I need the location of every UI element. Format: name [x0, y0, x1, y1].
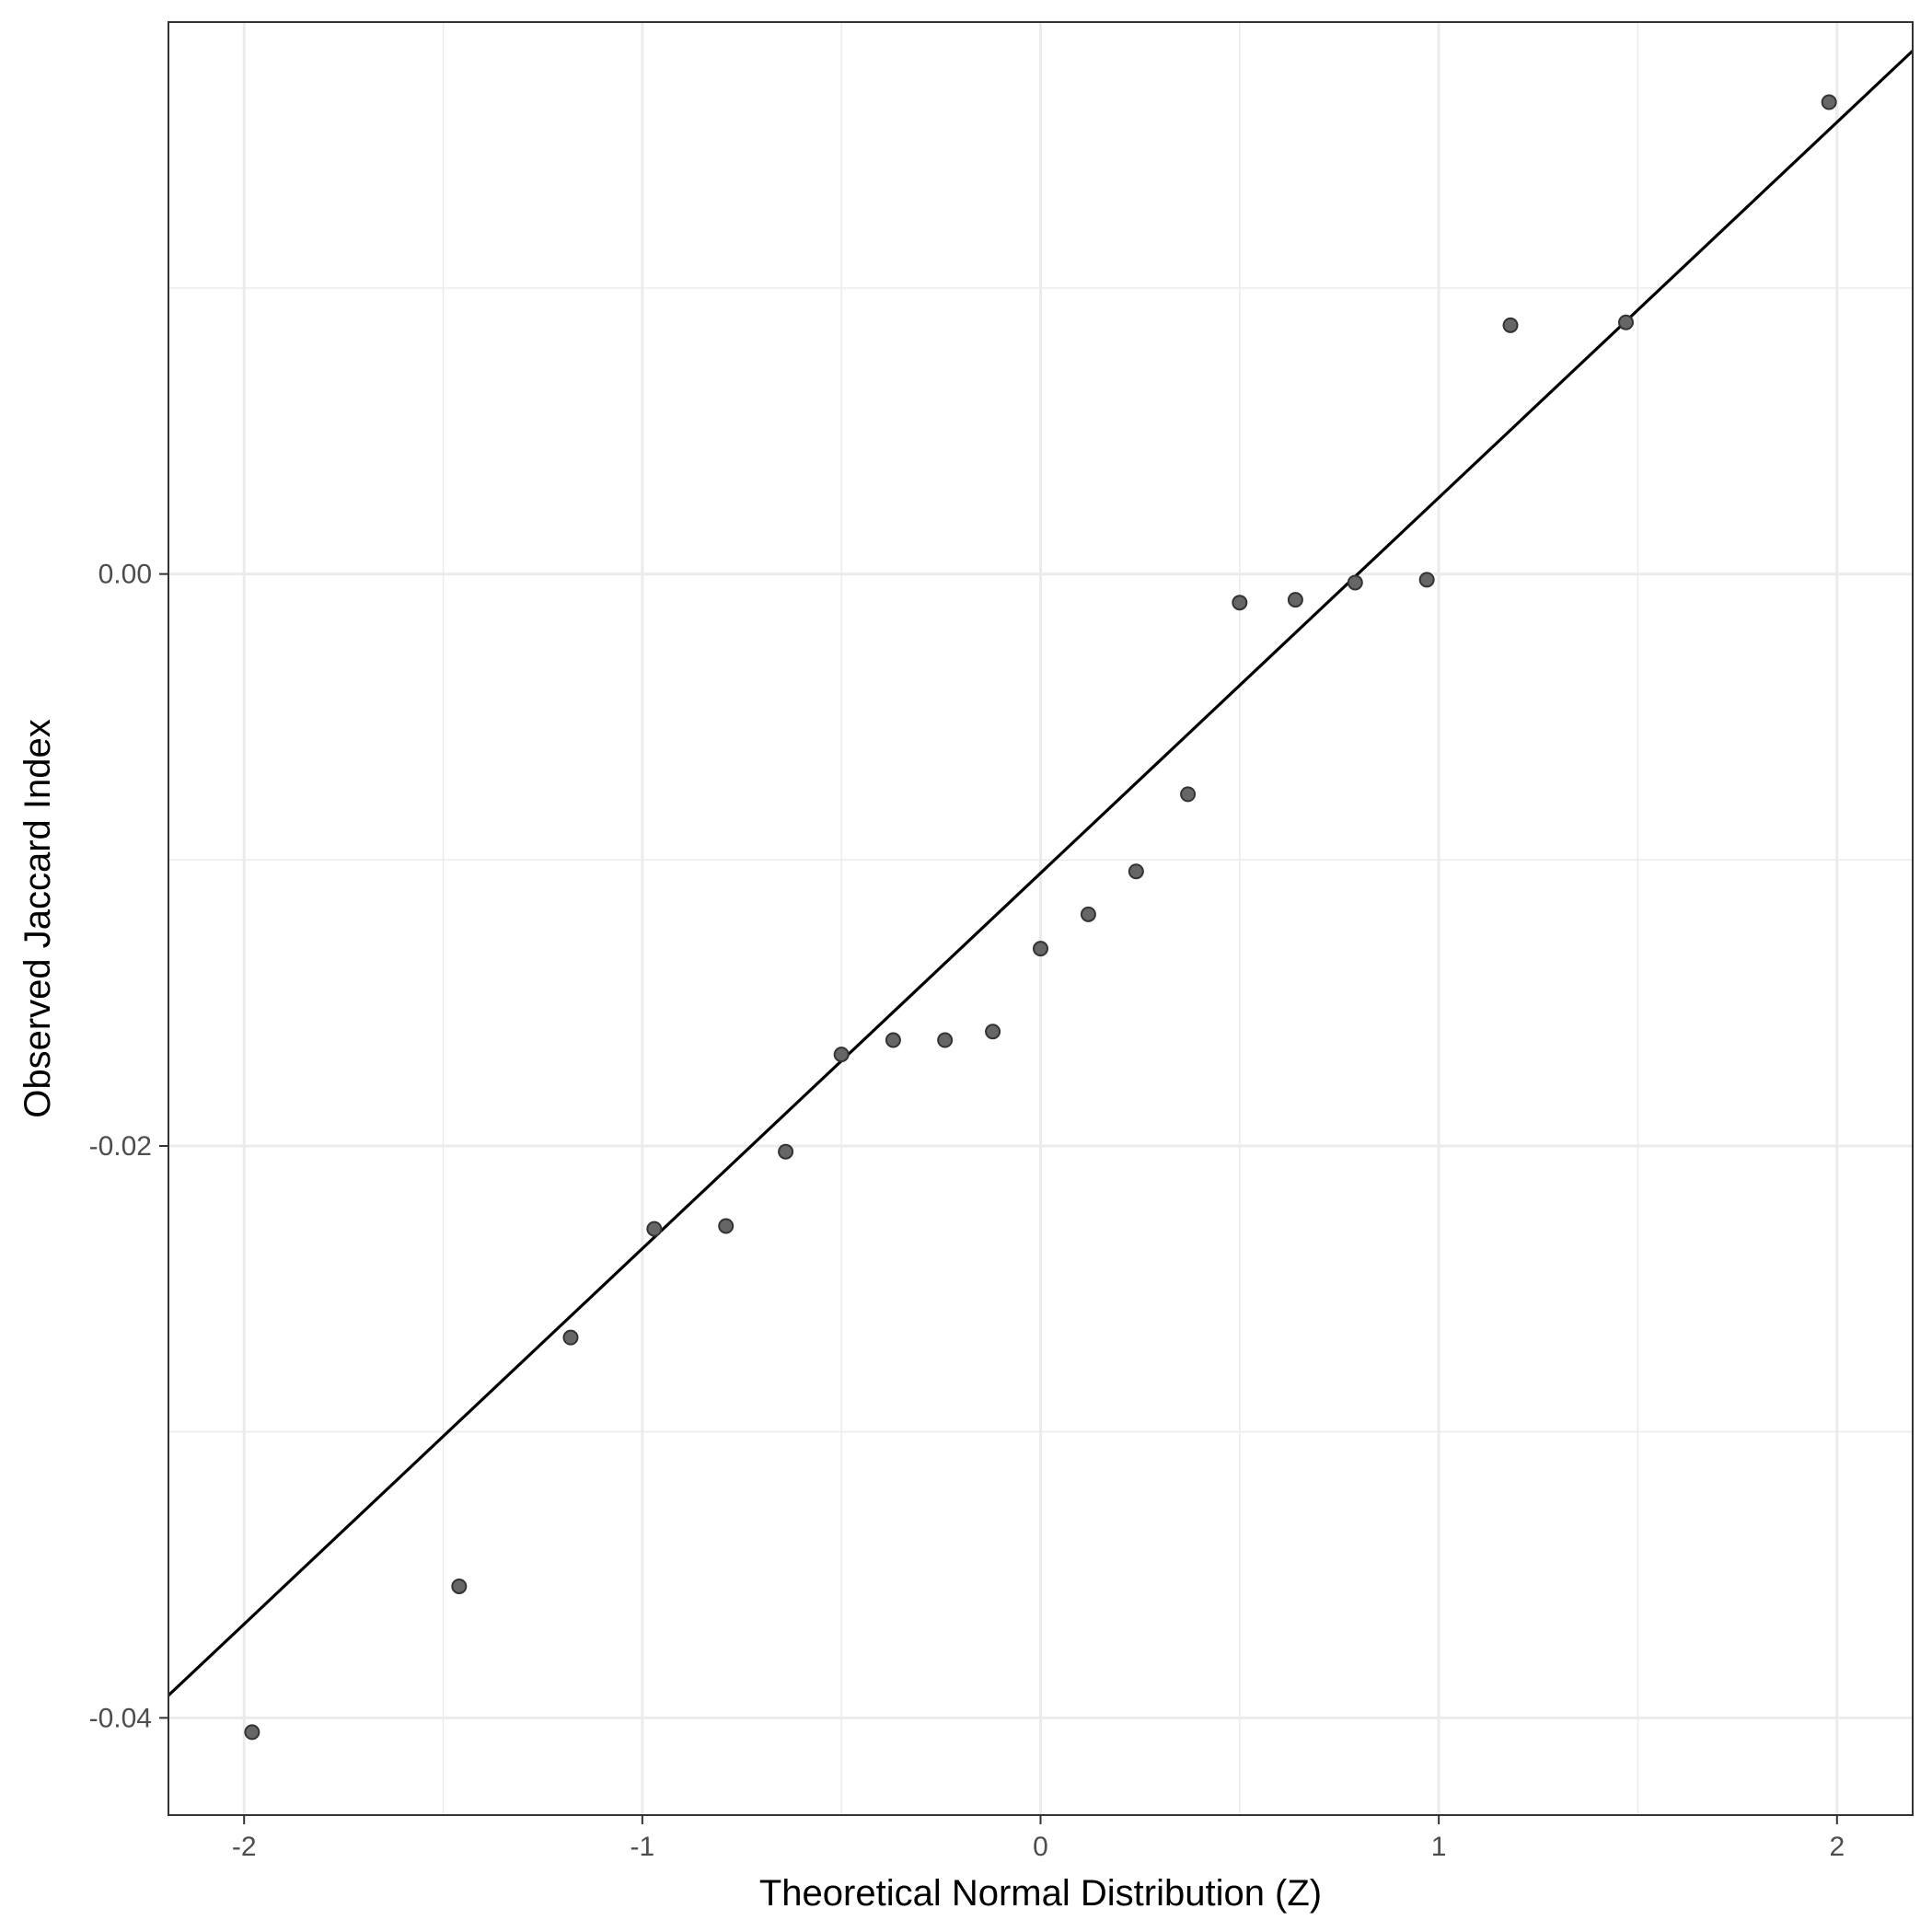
data-point — [718, 1218, 735, 1234]
data-point — [833, 1047, 850, 1063]
data-point — [1180, 786, 1197, 803]
x-tick-label: -2 — [232, 1832, 257, 1862]
data-points — [244, 94, 1837, 1741]
x-axis: -2 -1 0 1 2 — [232, 1815, 1845, 1862]
data-point — [1287, 592, 1303, 608]
data-point — [778, 1143, 794, 1160]
data-point — [1502, 317, 1519, 333]
y-tick-label: -0.02 — [89, 1131, 152, 1162]
x-tick-label: 0 — [1033, 1832, 1048, 1862]
x-tick-label: 1 — [1431, 1832, 1447, 1862]
data-point — [985, 1024, 1001, 1040]
data-point — [562, 1329, 579, 1346]
major-gridlines — [168, 22, 1913, 1815]
y-axis: -0.04 -0.02 0.00 — [89, 560, 168, 1733]
x-tick-label: 2 — [1829, 1832, 1845, 1862]
y-axis-title: Observed Jaccard Index — [17, 719, 58, 1118]
data-point — [1821, 94, 1837, 110]
data-point — [1617, 314, 1634, 330]
data-point — [885, 1032, 901, 1048]
data-point — [1232, 595, 1248, 611]
data-point — [646, 1221, 663, 1237]
data-point — [1033, 941, 1048, 957]
data-point — [937, 1032, 954, 1048]
y-tick-label: -0.04 — [89, 1703, 152, 1733]
x-tick-label: -1 — [631, 1832, 655, 1862]
data-point — [1080, 906, 1096, 922]
data-point — [244, 1724, 260, 1741]
y-tick-label: 0.00 — [98, 560, 152, 590]
data-point — [1418, 572, 1435, 588]
x-axis-title: Theoretical Normal Distribution (Z) — [759, 1873, 1322, 1914]
data-point — [451, 1578, 468, 1594]
data-point — [1128, 863, 1144, 880]
data-point — [1347, 574, 1363, 591]
